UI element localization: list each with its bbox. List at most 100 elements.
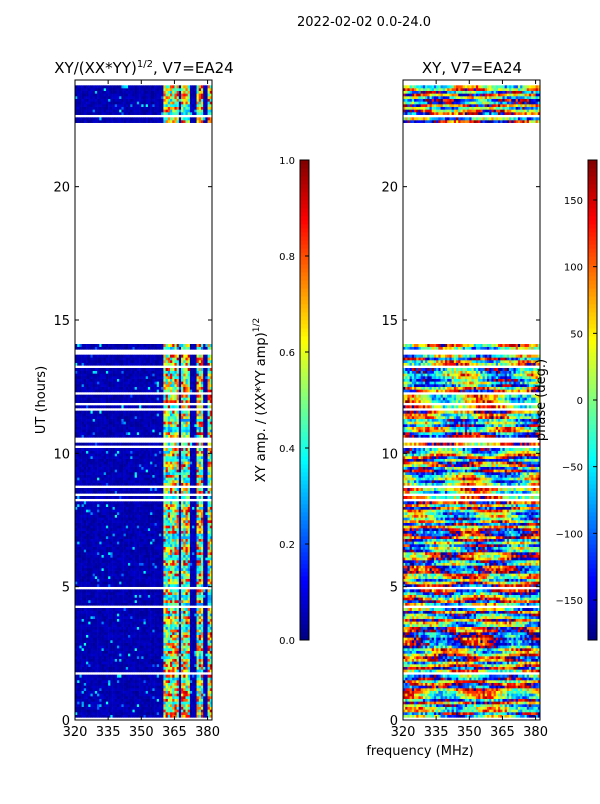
amplitude-cell [183, 520, 186, 523]
amplitude-cell [150, 656, 153, 659]
amplitude-cell [132, 552, 135, 555]
amplitude-cell [178, 618, 182, 622]
amplitude-cell [86, 530, 89, 534]
amplitude-cell [116, 501, 120, 505]
amplitude-cell [196, 626, 200, 630]
amplitude-cell [99, 640, 102, 643]
amplitude-cell [165, 496, 169, 499]
amplitude-cell [165, 608, 169, 611]
amplitude-cell [114, 680, 118, 683]
amplitude-cell [88, 640, 91, 643]
amplitude-cell [178, 536, 182, 539]
amplitude-cell [116, 712, 120, 715]
amplitude-cell [119, 610, 122, 614]
amplitude-cell [192, 496, 195, 499]
amplitude-cell [178, 533, 182, 537]
amplitude-cell [156, 501, 160, 505]
amplitude-cell [181, 602, 184, 606]
amplitude-cell [94, 656, 98, 659]
amplitude-cell [130, 637, 133, 641]
amplitude-cell [176, 573, 180, 577]
amplitude-cell [112, 645, 116, 649]
amplitude-cell [119, 490, 122, 494]
amplitude-cell [101, 706, 105, 710]
amplitude-cell [147, 674, 151, 678]
amplitude-cell [172, 552, 175, 555]
amplitude-cell [174, 685, 177, 689]
amplitude-cell [141, 653, 144, 657]
amplitude-cell [79, 594, 82, 598]
amplitude-cell [123, 693, 127, 697]
amplitude-cell [147, 578, 151, 582]
amplitude-cell [86, 674, 89, 678]
amplitude-cell [88, 650, 91, 654]
amplitude-cell [83, 512, 87, 515]
amplitude-cell [108, 541, 111, 545]
amplitude-cell [143, 528, 147, 531]
amplitude-cell [136, 520, 140, 523]
amplitude-cell [108, 560, 111, 563]
amplitude-cell [81, 541, 85, 545]
amplitude-cell [165, 669, 169, 673]
amplitude-cell [205, 546, 208, 550]
amplitude-cell [79, 624, 82, 627]
amplitude-cell [86, 616, 89, 619]
amplitude-cell [145, 549, 149, 553]
amplitude-cell [200, 544, 204, 547]
amplitude-cell [147, 688, 151, 691]
amplitude-cell [94, 666, 98, 670]
amplitude-cell [176, 509, 180, 513]
amplitude-cell [116, 589, 120, 593]
amplitude-cell [172, 536, 175, 539]
amplitude-cell [165, 512, 169, 515]
amplitude-cell [194, 541, 197, 545]
amplitude-cell [170, 602, 173, 606]
amplitude-cell [156, 570, 160, 574]
amplitude-cell [134, 661, 138, 665]
amplitude-cell [139, 578, 142, 582]
amplitude-cell [165, 674, 169, 678]
amplitude-cell [86, 637, 89, 641]
amplitude-cell [165, 530, 169, 534]
amplitude-cell [101, 496, 105, 499]
amplitude-cell [185, 648, 188, 651]
amplitude-cell [192, 602, 195, 606]
amplitude-cell [108, 656, 111, 659]
amplitude-cell [147, 584, 151, 587]
amplitude-cell [139, 661, 142, 665]
amplitude-cell [77, 570, 80, 574]
amplitude-cell [90, 576, 93, 579]
amplitude-cell [119, 696, 122, 699]
amplitude-cell [105, 656, 109, 659]
amplitude-cell [150, 570, 153, 574]
amplitude-cell [112, 664, 116, 667]
amplitude-cell [172, 701, 175, 705]
amplitude-cell [134, 554, 138, 558]
amplitude-cell [145, 501, 149, 505]
amplitude-cell [88, 565, 91, 569]
amplitude-cell [194, 690, 197, 694]
amplitude-cell [187, 552, 191, 555]
amplitude-cell [203, 557, 206, 561]
amplitude-cell [165, 541, 169, 545]
amplitude-cell [203, 562, 206, 566]
amplitude-cell [139, 613, 142, 617]
amplitude-cell [125, 664, 129, 667]
amplitude-cell [196, 690, 200, 694]
amplitude-cell [172, 706, 175, 710]
amplitude-cell [121, 650, 124, 654]
amplitude-cell [103, 504, 107, 507]
amplitude-cell [88, 666, 91, 670]
amplitude-cell [92, 496, 96, 499]
amplitude-cell [81, 512, 85, 515]
amplitude-cell [128, 488, 131, 491]
amplitude-cell [165, 629, 169, 633]
amplitude-cell [94, 592, 98, 595]
amplitude-cell [192, 704, 195, 707]
amplitude-cell [183, 648, 186, 651]
amplitude-cell [181, 669, 184, 673]
amplitude-cell [79, 666, 82, 670]
amplitude-cell [194, 602, 197, 606]
amplitude-cell [152, 562, 155, 566]
amplitude-cell [121, 504, 124, 507]
